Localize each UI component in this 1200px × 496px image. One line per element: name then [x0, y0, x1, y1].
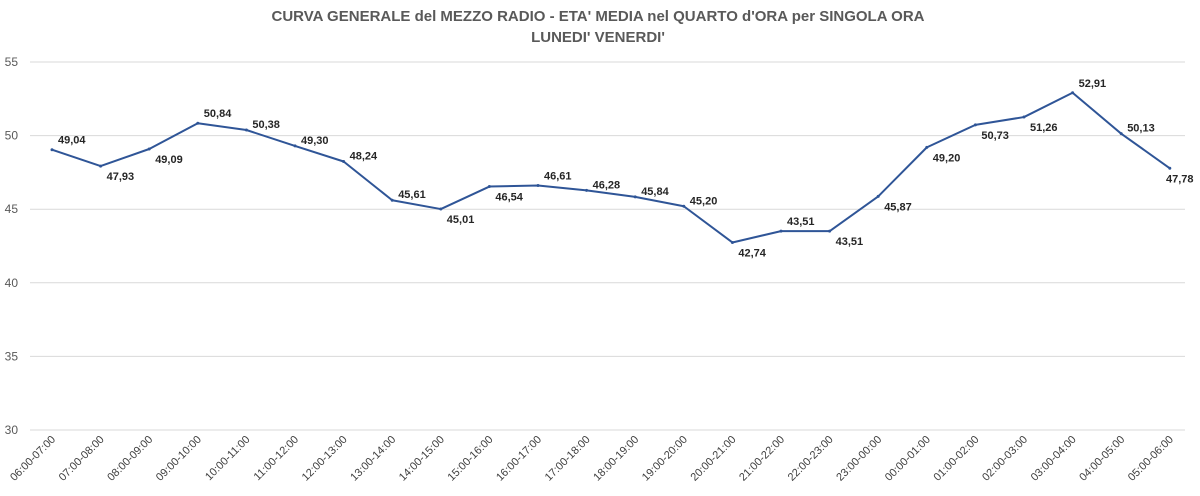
- data-label: 48,24: [350, 151, 378, 163]
- y-tick-label: 30: [5, 423, 19, 437]
- data-point: [147, 147, 151, 151]
- data-label: 45,01: [447, 214, 475, 226]
- data-label: 46,61: [544, 171, 572, 183]
- data-label: 46,28: [593, 179, 621, 191]
- data-point: [1022, 115, 1026, 119]
- x-tick-label: 23:00-00:00: [834, 434, 884, 484]
- data-label: 49,30: [301, 135, 329, 147]
- x-tick-label: 04:00-05:00: [1077, 434, 1127, 484]
- data-point: [342, 160, 346, 164]
- y-tick-label: 45: [5, 202, 19, 216]
- x-tick-label: 19:00-20:00: [640, 434, 690, 484]
- data-point: [244, 128, 248, 132]
- data-label: 50,13: [1127, 123, 1155, 135]
- y-tick-label: 40: [5, 276, 19, 290]
- data-label: 43,51: [787, 216, 815, 228]
- data-label: 42,74: [738, 247, 766, 259]
- x-tick-label: 05:00-06:00: [1126, 434, 1176, 484]
- data-label: 52,91: [1079, 78, 1107, 90]
- data-label: 45,87: [884, 201, 912, 213]
- data-point: [1071, 91, 1075, 95]
- y-tick-label: 55: [5, 55, 19, 69]
- data-label: 45,84: [641, 186, 669, 198]
- data-label: 43,51: [836, 236, 864, 248]
- x-tick-label: 02:00-03:00: [980, 434, 1030, 484]
- x-tick-label: 15:00-16:00: [446, 434, 496, 484]
- x-tick-label: 01:00-02:00: [932, 434, 982, 484]
- x-tick-label: 12:00-13:00: [300, 434, 350, 484]
- y-tick-label: 50: [5, 129, 19, 143]
- data-point: [1168, 166, 1172, 170]
- x-tick-label: 21:00-22:00: [737, 434, 787, 484]
- x-tick-label: 10:00-11:00: [203, 434, 252, 483]
- data-label: 50,73: [981, 130, 1009, 142]
- data-point: [730, 240, 734, 244]
- chart-subtitle: LUNEDI' VENERDI': [531, 29, 665, 46]
- x-tick-label: 20:00-21:00: [689, 434, 739, 484]
- series-line: [51, 91, 1171, 244]
- data-point: [536, 184, 540, 188]
- x-tick-label: 06:00-07:00: [8, 434, 58, 484]
- data-point: [682, 204, 686, 208]
- x-tick-label: 16:00-17:00: [494, 434, 544, 484]
- data-point: [439, 207, 443, 211]
- x-axis: 06:00-07:0007:00-08:0008:00-09:0009:00-1…: [8, 434, 1176, 484]
- data-label: 49,09: [155, 154, 183, 166]
- x-tick-label: 18:00-19:00: [591, 434, 641, 484]
- data-label: 47,78: [1166, 173, 1194, 185]
- x-tick-label: 17:00-18:00: [543, 434, 593, 484]
- y-tick-label: 35: [5, 349, 19, 363]
- x-tick-label: 08:00-09:00: [105, 434, 155, 484]
- gridlines: [30, 61, 1185, 431]
- data-point: [487, 185, 491, 189]
- chart-title: CURVA GENERALE del MEZZO RADIO - ETA' ME…: [272, 8, 925, 25]
- x-tick-label: 11:00-12:00: [252, 434, 301, 483]
- data-point: [196, 121, 200, 125]
- data-label: 51,26: [1030, 122, 1058, 134]
- data-point: [828, 229, 832, 233]
- data-label: 46,54: [495, 192, 523, 204]
- data-label: 50,38: [252, 119, 280, 131]
- data-point: [293, 144, 297, 148]
- data-point: [925, 145, 929, 149]
- x-tick-label: 03:00-04:00: [1029, 434, 1079, 484]
- data-point: [633, 195, 637, 199]
- data-point: [50, 148, 54, 152]
- data-point: [390, 198, 394, 202]
- data-label: 45,20: [690, 195, 718, 207]
- data-label: 45,61: [398, 189, 426, 201]
- series-line-group: [50, 91, 1172, 244]
- data-label: 49,20: [933, 152, 961, 164]
- x-tick-label: 14:00-15:00: [397, 434, 447, 484]
- x-tick-label: 07:00-08:00: [57, 434, 107, 484]
- data-label: 49,04: [58, 135, 86, 147]
- data-labels: 49,04 47,93 49,09 50,84 50,38 49,30 48,24 45,61…: [58, 78, 1194, 260]
- data-point: [876, 194, 880, 198]
- x-tick-label: 09:00-10:00: [154, 434, 204, 484]
- data-point: [99, 164, 103, 168]
- data-point: [1119, 132, 1123, 136]
- x-tick-label: 13:00-14:00: [348, 434, 398, 484]
- data-label: 47,93: [107, 171, 135, 183]
- x-tick-label: 00:00-01:00: [883, 434, 933, 484]
- data-point: [973, 123, 977, 127]
- data-point: [585, 188, 589, 192]
- data-point: [779, 229, 783, 233]
- y-axis: 30 35 40 45 50 55: [5, 55, 19, 437]
- data-label: 50,84: [204, 108, 232, 120]
- x-tick-label: 22:00-23:00: [786, 434, 836, 484]
